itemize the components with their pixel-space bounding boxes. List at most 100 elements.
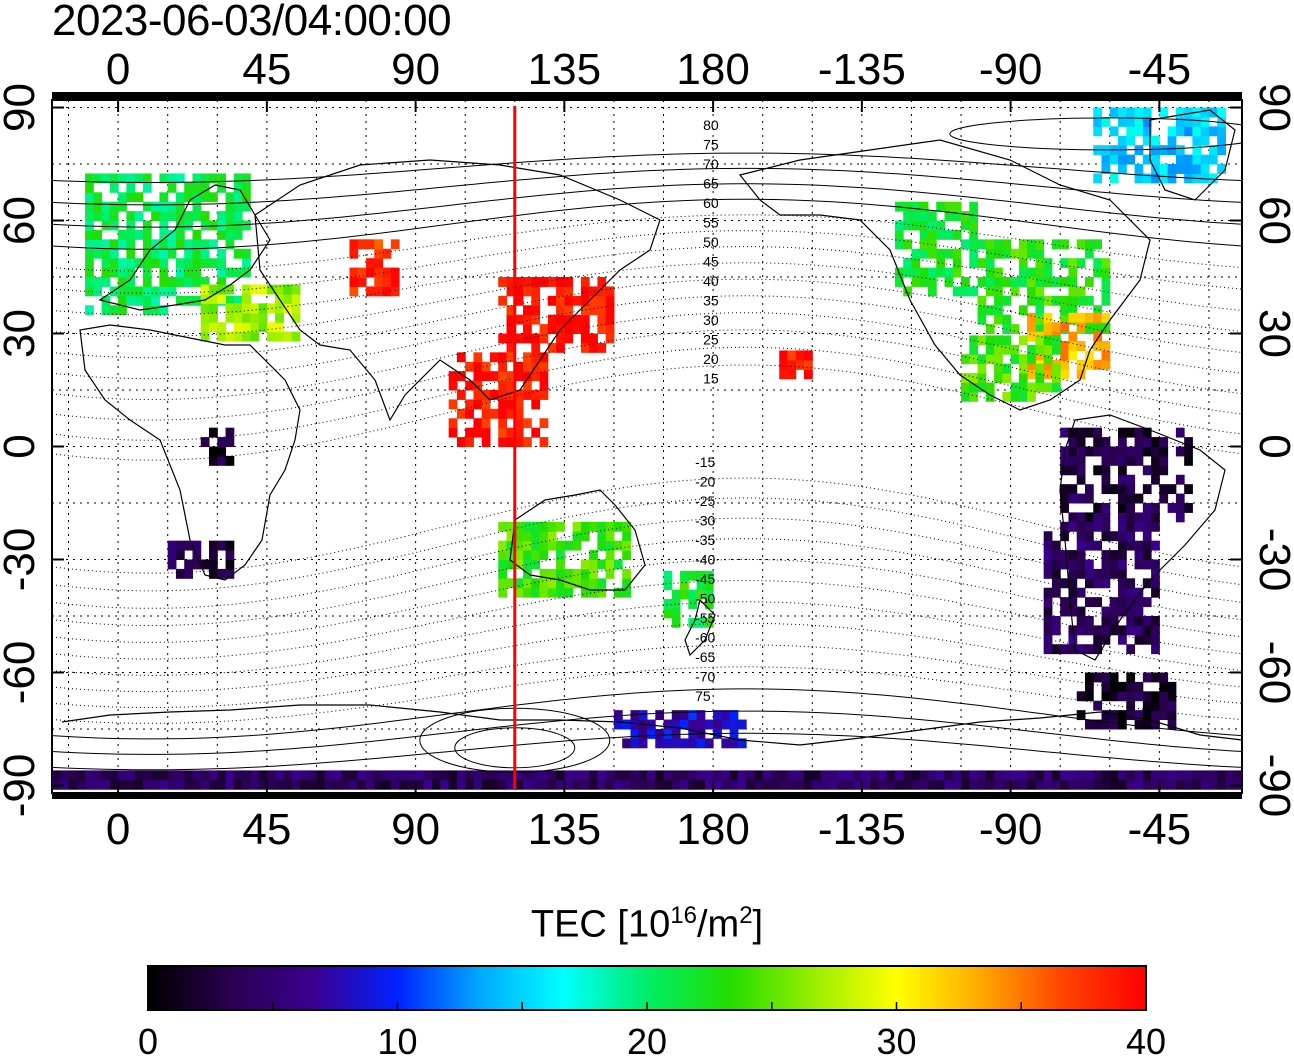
tec-cell-antarctic-peninsula [1084,691,1094,702]
tec-cell-antarctic-strip [1142,779,1152,790]
tec-cell-south-america-north [1142,512,1152,523]
tec-cell-arctic-canada [1159,107,1169,118]
tec-cell-south-america-north [1101,437,1111,447]
tec-cell-north-america-east [1002,239,1012,250]
tec-cell-arctic-canada [1126,154,1136,165]
tec-cell-antarctic-strip [242,770,251,781]
tec-cell-central-america [961,354,970,365]
tec-cell-southeast-asia [465,380,474,391]
contour-label: 75 [695,688,711,704]
tec-cell-south-africa [184,559,193,570]
tec-cell-south-america-north [1167,502,1177,513]
lon-tick-bottom: -135 [818,805,906,854]
tec-cell-central-america [1018,354,1028,365]
tec-cell-north-america-west [969,258,979,269]
tec-cell-central-america [977,335,987,346]
tec-cell-south-america-north [1093,502,1103,513]
plot-title: 2023-06-03/04:00:00 [52,0,452,45]
tec-cell-north-america-east [1051,295,1061,306]
tec-cell-north-america-west [944,229,954,240]
tec-cell-antarctic-peninsula [1134,691,1144,702]
tec-cell-central-asia [366,267,375,278]
tec-cell-south-america-south [1151,615,1160,626]
tec-cell-new-zealand [663,580,673,591]
tec-cell-europe [142,182,152,193]
tec-cell-antarctic-strip [779,779,788,790]
tec-cell-australia [597,559,607,570]
tec-cell-europe [109,182,119,193]
tec-cell-south-africa [225,559,235,570]
tec-cell-europe [118,295,127,306]
tec-cell-southeast-asia [456,371,466,382]
tec-cell-north-america-southeast [1093,312,1103,323]
tec-cell-east-asia [605,295,615,306]
tec-cell-ross-sea [696,710,706,721]
tec-cell-antarctic-strip [175,770,185,781]
tec-cell-australia [498,578,508,589]
tec-cell-europe [192,239,202,250]
tec-cell-europe [242,258,251,269]
tec-cell-south-america-north [1109,446,1119,457]
tec-cell-antarctic-strip [357,770,367,781]
tec-cell-australia [506,531,516,542]
tec-cell-south-america-south [1151,559,1160,570]
tec-cell-australia [605,531,615,542]
tec-cell-australia [547,521,557,532]
tec-cell-arctic-canada [1175,116,1185,127]
tec-cell-europe [85,229,94,240]
tec-cell-southeast-asia [465,427,474,438]
tec-cell-antarctic-strip [1126,770,1136,781]
tec-cell-antarctic-peninsula [1101,681,1111,692]
tec-cell-east-asia [531,305,541,316]
tec-cell-antarctic-strip [1159,770,1169,781]
tec-cell-south-america-north [1093,427,1103,438]
tec-cell-arctic-canada [1200,164,1210,174]
tec-cell-europe [242,248,251,259]
tec-cell-australia [539,531,549,542]
tec-cell-south-america-south [1068,568,1078,579]
tec-cell-east-asia [605,314,615,325]
tec-cell-southeast-asia [498,361,508,372]
tec-cell-east-asia [506,305,516,316]
tec-cell-new-zealand [663,599,673,609]
tec-cell-antarctic-strip [407,770,417,781]
tec-cell-north-america-west [961,286,970,297]
tec-cell-north-america-west [927,267,937,278]
tec-cell-europe [175,211,185,222]
tec-cell-east-asia [580,324,590,335]
tec-cell-new-zealand [704,570,714,581]
tec-cell-arctic-canada [1175,154,1185,165]
tec-cell-europe [175,295,185,306]
tec-cell-southeast-asia [473,380,483,391]
tec-cell-new-zealand [704,599,714,609]
tec-cell-south-america-south [1101,606,1111,617]
tec-cell-east-asia [506,314,516,325]
tec-cell-europe [242,173,251,184]
tec-cell-north-america-east [985,305,995,316]
tec-cell-north-america-east [1018,277,1028,287]
colorbar-title-unit-exp: 2 [739,902,753,929]
contour-label: -25 [695,493,715,509]
tec-cell-mediterranean [291,303,301,314]
tec-cell-south-america-north [1068,446,1078,457]
tec-cell-antarctic-strip [837,779,846,790]
tec-cell-europe [142,220,152,231]
tec-cell-antarctic-strip [465,770,474,781]
tec-cell-arctic-canada [1175,164,1185,174]
lon-tick-top: 180 [676,45,749,94]
tec-cell-antarctic-strip [93,779,103,790]
tec-cell-mediterranean [233,303,243,314]
tec-cell-southeast-asia [489,408,499,419]
tec-cell-antarctic-strip [250,770,260,781]
tec-cell-south-america-north [1060,465,1069,476]
tec-cell-antarctic-strip [382,770,392,781]
tec-cell-south-america-south [1084,597,1094,608]
tec-cell-north-america-east [1035,324,1045,335]
coast-asia [254,159,661,422]
tec-cell-arctic-canada [1184,107,1193,118]
tec-cell-central-asia [366,239,375,250]
tec-cell-antarctic-strip [1027,770,1036,781]
tec-cell-north-america-west [936,258,945,269]
tec-cell-central-america [985,354,995,365]
tec-cell-europe [167,286,177,297]
